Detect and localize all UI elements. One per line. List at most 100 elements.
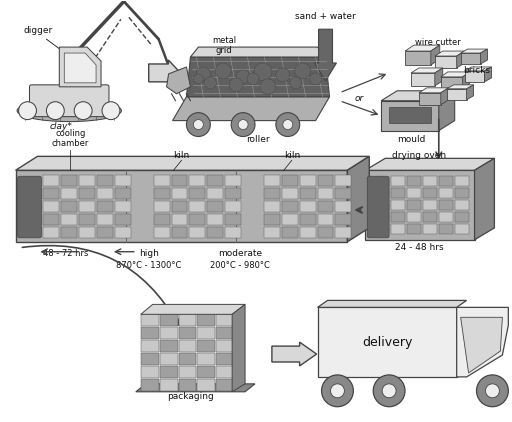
Bar xyxy=(216,314,234,326)
Polygon shape xyxy=(419,88,449,93)
FancyBboxPatch shape xyxy=(30,85,109,116)
Bar xyxy=(97,227,113,238)
Bar xyxy=(198,340,215,352)
Polygon shape xyxy=(447,89,466,100)
Circle shape xyxy=(215,63,231,79)
Polygon shape xyxy=(475,158,495,240)
Bar xyxy=(282,201,297,212)
Bar xyxy=(61,227,77,238)
Polygon shape xyxy=(405,51,431,65)
Bar xyxy=(198,379,215,391)
Bar xyxy=(141,379,159,391)
Bar xyxy=(172,201,187,212)
Bar xyxy=(423,200,437,210)
Bar xyxy=(189,214,205,225)
Bar xyxy=(44,227,59,238)
Bar xyxy=(115,175,131,186)
Bar xyxy=(216,340,234,352)
Bar xyxy=(179,340,197,352)
Bar xyxy=(141,353,159,365)
Polygon shape xyxy=(381,91,455,101)
Text: or: or xyxy=(355,94,364,103)
Polygon shape xyxy=(431,45,440,65)
Bar xyxy=(335,188,351,199)
Bar xyxy=(141,314,159,326)
Bar xyxy=(439,224,453,234)
Polygon shape xyxy=(190,47,326,57)
Bar xyxy=(115,201,131,212)
Polygon shape xyxy=(141,304,245,314)
Bar xyxy=(439,212,453,222)
FancyArrow shape xyxy=(314,29,336,81)
Bar xyxy=(207,201,223,212)
Bar xyxy=(179,353,197,365)
Bar xyxy=(391,188,405,198)
Polygon shape xyxy=(461,53,481,64)
Bar xyxy=(335,227,351,238)
Circle shape xyxy=(18,102,36,119)
Bar xyxy=(225,175,241,186)
Polygon shape xyxy=(457,307,508,377)
Circle shape xyxy=(322,375,353,407)
Bar xyxy=(225,201,241,212)
Text: 870°C - 1300°C: 870°C - 1300°C xyxy=(116,261,181,270)
Circle shape xyxy=(276,68,290,82)
Text: roller: roller xyxy=(246,135,270,144)
Bar xyxy=(172,188,187,199)
Bar xyxy=(207,188,223,199)
Bar xyxy=(198,366,215,378)
Bar xyxy=(160,314,178,326)
Bar xyxy=(264,214,280,225)
Circle shape xyxy=(295,63,311,79)
Bar xyxy=(154,188,169,199)
Text: mould: mould xyxy=(397,135,425,144)
Bar xyxy=(216,379,234,391)
Polygon shape xyxy=(15,170,348,242)
Bar xyxy=(179,366,197,378)
Text: clay*: clay* xyxy=(50,122,73,130)
Circle shape xyxy=(236,70,250,84)
Polygon shape xyxy=(435,68,443,86)
Polygon shape xyxy=(447,85,474,89)
Bar xyxy=(455,212,468,222)
Text: packaging: packaging xyxy=(167,392,214,401)
Bar xyxy=(391,176,405,186)
Polygon shape xyxy=(484,67,492,82)
Bar xyxy=(216,366,234,378)
Circle shape xyxy=(231,113,255,136)
Bar xyxy=(160,327,178,339)
Polygon shape xyxy=(441,77,463,89)
Polygon shape xyxy=(411,73,435,86)
Circle shape xyxy=(102,102,120,119)
Bar xyxy=(79,227,95,238)
Bar xyxy=(317,201,333,212)
Bar xyxy=(264,227,280,238)
Bar xyxy=(300,227,315,238)
Bar xyxy=(282,214,297,225)
Circle shape xyxy=(477,375,508,407)
Circle shape xyxy=(197,67,210,81)
Bar xyxy=(44,201,59,212)
Bar xyxy=(189,227,205,238)
Bar xyxy=(407,200,421,210)
Circle shape xyxy=(238,119,248,130)
Polygon shape xyxy=(457,51,464,68)
FancyBboxPatch shape xyxy=(367,176,389,238)
Polygon shape xyxy=(464,67,492,71)
Polygon shape xyxy=(439,91,455,130)
Circle shape xyxy=(331,384,345,398)
Polygon shape xyxy=(461,317,502,373)
Bar xyxy=(115,188,131,199)
Bar xyxy=(160,379,178,391)
Polygon shape xyxy=(411,68,443,73)
Bar xyxy=(439,200,453,210)
Bar xyxy=(44,188,59,199)
Bar xyxy=(317,214,333,225)
Polygon shape xyxy=(186,57,330,97)
Bar xyxy=(216,353,234,365)
Bar xyxy=(61,175,77,186)
Bar xyxy=(97,201,113,212)
Bar xyxy=(391,224,405,234)
Bar xyxy=(423,224,437,234)
Polygon shape xyxy=(435,56,457,68)
